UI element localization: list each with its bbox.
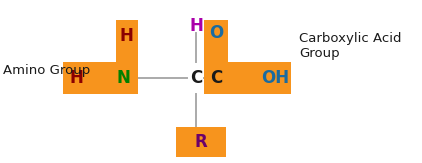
Bar <box>116 20 138 94</box>
Text: Amino Group: Amino Group <box>3 64 90 77</box>
Bar <box>204 62 291 94</box>
Text: N: N <box>117 69 130 87</box>
Text: OH: OH <box>261 69 289 87</box>
Bar <box>176 127 227 157</box>
Bar <box>63 62 138 94</box>
Text: C: C <box>210 69 222 87</box>
Text: H: H <box>189 17 203 35</box>
Text: H: H <box>119 27 133 45</box>
Bar <box>204 20 228 94</box>
Text: C: C <box>190 69 202 87</box>
Text: O: O <box>209 24 224 42</box>
Text: R: R <box>195 133 208 151</box>
Text: Carboxylic Acid
Group: Carboxylic Acid Group <box>299 32 401 60</box>
Text: H: H <box>70 69 84 87</box>
